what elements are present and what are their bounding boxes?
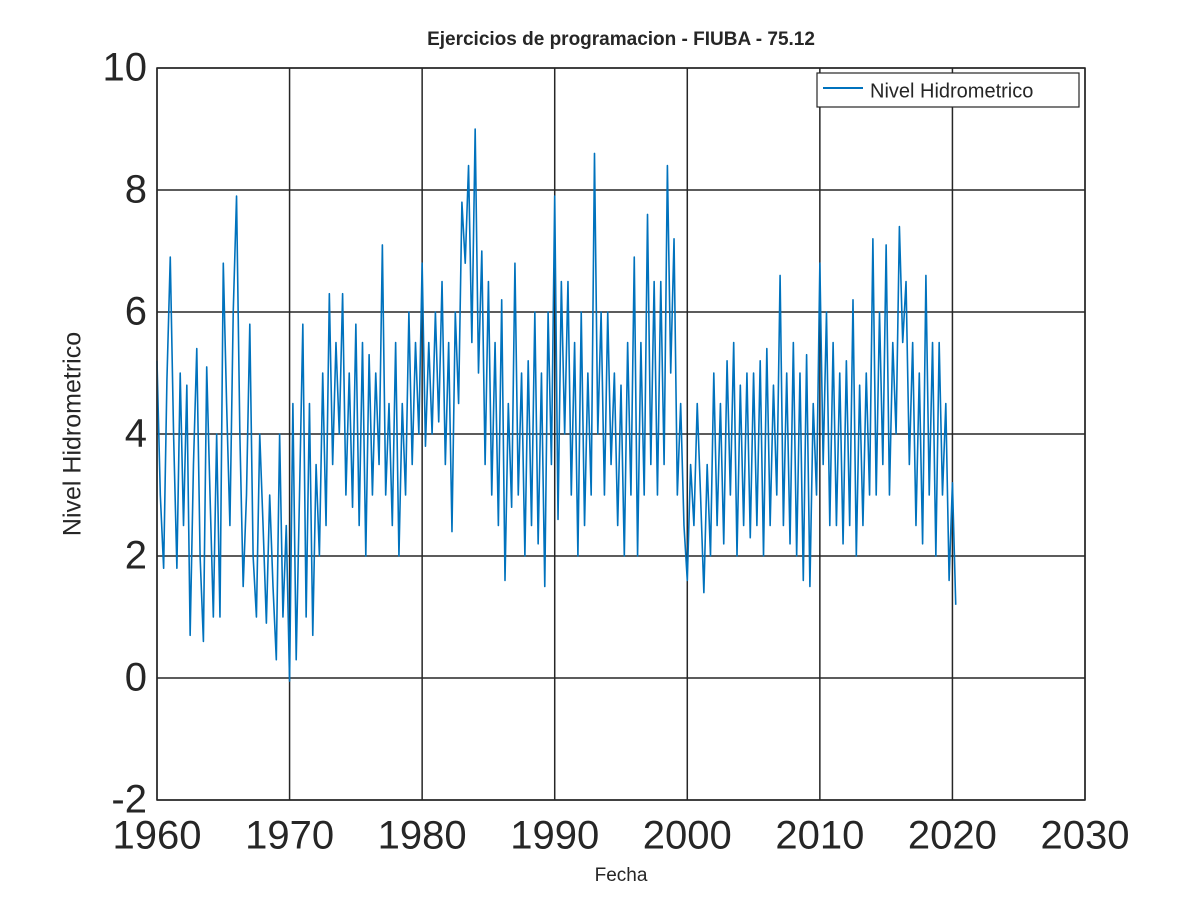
y-axis-label: Nivel Hidrometrico [59,332,87,536]
y-tick-label: 0 [125,656,147,700]
x-tick-label: 2010 [775,814,864,858]
plot-frame [156,67,1086,801]
data-line [156,128,957,682]
y-tick-label: 10 [103,46,148,90]
y-tick-label: -2 [111,778,147,822]
x-tick-label: 2020 [908,814,997,858]
x-tick-label: 2030 [1041,814,1130,858]
x-tick-label: 2000 [643,814,732,858]
x-tick-label: 1990 [510,814,599,858]
x-axis-label: Fecha [595,865,648,886]
x-tick-label: 1960 [113,814,202,858]
x-tick-label: 1970 [245,814,334,858]
x-tick-label: 1980 [378,814,467,858]
y-tick-label: 2 [125,534,147,578]
y-tick-label: 4 [125,412,147,456]
legend-box [816,72,1080,108]
y-tick-label: 6 [125,290,147,334]
legend-label: Nivel Hidrometrico [870,80,1033,102]
chart-title: Ejercicios de programacion - FIUBA - 75.… [427,29,815,50]
y-tick-label: 8 [125,168,147,212]
